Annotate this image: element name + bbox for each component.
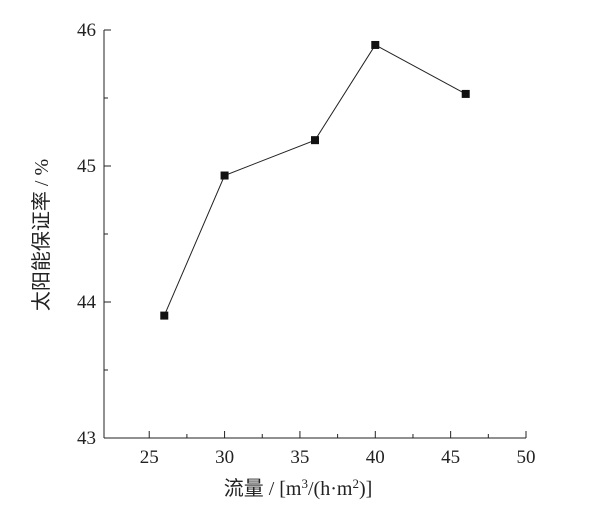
x-axis-title: 流量 / [m3/(h·m2)]: [224, 476, 373, 500]
y-tick-label: 43: [77, 428, 96, 449]
y-tick-label: 45: [77, 156, 96, 177]
data-point: [220, 171, 229, 180]
series-line: [163, 44, 466, 316]
ticks: 25 30 35 40 45 50 43 44 45 46: [77, 20, 536, 468]
x-tick-label: 30: [215, 447, 234, 468]
y-tick-label: 44: [77, 292, 97, 313]
x-tick-label: 40: [366, 447, 385, 468]
data-point: [461, 89, 470, 98]
y-tick-label: 46: [77, 20, 96, 41]
x-tick-label: 25: [140, 447, 159, 468]
x-tick-label: 35: [290, 447, 309, 468]
x-tick-label: 50: [517, 447, 536, 468]
data-point: [311, 136, 319, 145]
series: [160, 40, 470, 320]
x-tick-label: 45: [441, 447, 460, 468]
y-axis-title: 太阳能保证率 / %: [30, 159, 53, 311]
data-point: [371, 40, 380, 49]
data-point: [160, 311, 169, 320]
